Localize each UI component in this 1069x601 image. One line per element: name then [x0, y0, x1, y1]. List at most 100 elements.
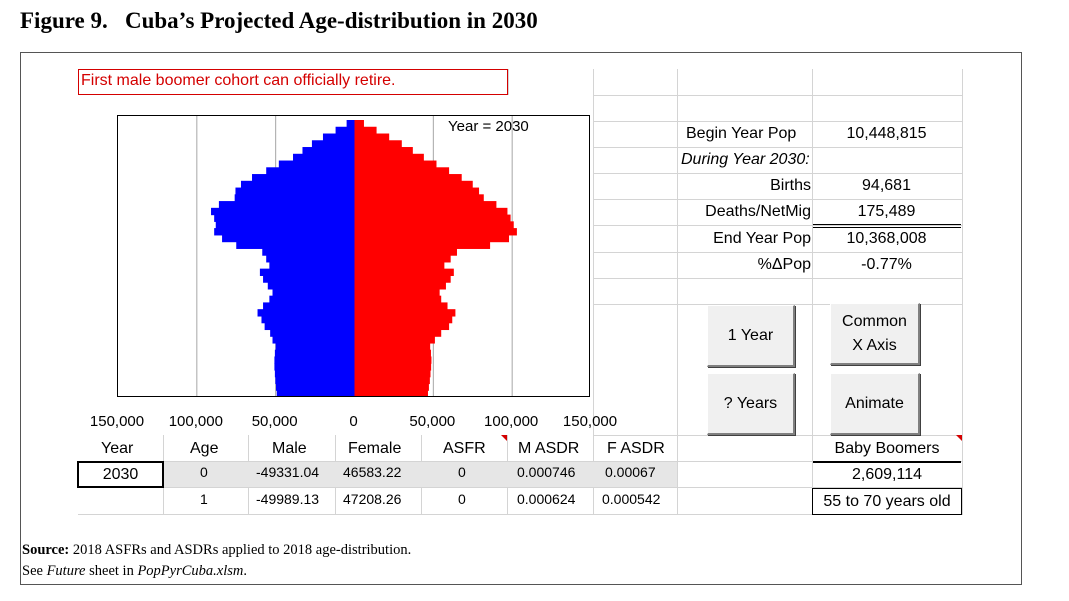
male-bar	[269, 295, 355, 304]
year-input-cell[interactable]	[77, 461, 164, 488]
female-bar	[354, 302, 448, 310]
female-bar	[354, 126, 377, 135]
gridline	[593, 225, 962, 226]
figure-number: Figure 9.	[20, 8, 108, 33]
header-year: Year	[101, 440, 134, 457]
header-m-asdr: M ASDR	[518, 440, 580, 457]
x-tick-label: 100,000	[168, 413, 223, 430]
n-years-button[interactable]: ? Years	[707, 373, 795, 435]
x-tick-label: 150,000	[562, 413, 618, 430]
gridline	[593, 278, 962, 279]
male-bar	[272, 336, 355, 344]
male-bar	[211, 207, 355, 216]
male-bar	[272, 288, 355, 297]
female-bar	[354, 288, 440, 297]
year-input-value: 2030	[102, 466, 139, 483]
source-line-2: See Future sheet in PopPyrCuba.xlsm.	[22, 561, 411, 582]
female-bar	[354, 376, 430, 385]
common-x-axis-button[interactable]: Common X Axis	[830, 303, 920, 365]
gridline	[962, 69, 963, 515]
female-bar	[354, 295, 442, 304]
gridline	[593, 69, 594, 515]
annotation-note: First male boomer cohort can officially …	[81, 72, 396, 89]
male-bar	[275, 383, 355, 391]
female-bar	[354, 255, 451, 263]
male-bar	[257, 309, 355, 317]
female-bar	[354, 120, 364, 128]
female-bar	[354, 153, 424, 162]
male-bar	[234, 194, 355, 202]
x-tick-label: 0	[349, 413, 358, 430]
male-bar	[322, 133, 355, 141]
row0-male: -49331.04	[256, 464, 320, 480]
male-bar	[274, 369, 355, 378]
common-x-axis-label-2: X Axis	[852, 336, 897, 354]
chart-year-label: Year = 2030	[448, 118, 529, 135]
male-bar	[262, 248, 355, 256]
male-bar	[235, 187, 355, 195]
row1-asfr: 0	[458, 491, 466, 507]
male-bar	[263, 302, 355, 310]
female-bar	[354, 342, 431, 351]
figure-caption: Cuba’s Projected Age-distribution in 203…	[124, 8, 538, 33]
row1-age: 1	[200, 491, 208, 507]
deaths-value: 175,489	[857, 203, 916, 220]
female-bar	[354, 356, 432, 364]
sum-underline-2	[813, 227, 961, 228]
boomers-top-border	[813, 461, 961, 463]
female-bar	[354, 390, 428, 396]
gridline	[78, 514, 962, 515]
female-bar	[354, 336, 435, 344]
female-bar	[354, 174, 462, 182]
pct-pop-label: %ΔPop	[757, 256, 811, 273]
female-bar	[354, 369, 431, 378]
row1-m-asdr: 0.000624	[517, 491, 576, 507]
row1-male: -49989.13	[256, 491, 320, 507]
female-bar	[354, 275, 451, 283]
row0-female: 46583.22	[343, 464, 402, 480]
female-bar	[354, 133, 390, 141]
male-bar	[302, 147, 355, 155]
deaths-label: Deaths/NetMig	[705, 203, 811, 220]
sum-underline	[813, 224, 961, 225]
female-bar	[354, 248, 457, 256]
female-bar	[354, 315, 453, 324]
male-bar	[274, 356, 355, 364]
female-bar	[354, 221, 514, 229]
female-bar	[354, 234, 510, 243]
one-year-button[interactable]: 1 Year	[707, 305, 795, 367]
boomers-comment-indicator	[956, 435, 962, 441]
gridline	[593, 252, 962, 253]
female-bar	[354, 329, 442, 337]
gridline	[593, 95, 962, 96]
header-f-asdr: F ASDR	[607, 440, 665, 457]
source-file: PopPyrCuba.xlsm	[137, 563, 244, 579]
animate-button[interactable]: Animate	[830, 373, 920, 435]
male-bar	[346, 120, 355, 128]
female-bar	[354, 167, 450, 175]
male-bar	[240, 180, 355, 189]
male-bar	[218, 201, 355, 209]
male-bar	[214, 228, 355, 236]
female-bar	[354, 309, 456, 317]
male-bar	[236, 241, 355, 249]
female-bar	[354, 194, 484, 202]
figure-title: Figure 9. Cuba’s Projected Age-distribut…	[20, 8, 538, 34]
gridline	[78, 487, 962, 488]
male-bar	[261, 315, 355, 324]
row0-f-asdr: 0.00067	[605, 464, 656, 480]
female-bar	[354, 261, 445, 270]
female-bar	[354, 160, 437, 168]
figure-frame	[20, 52, 1022, 585]
boomers-value: 2,609,114	[852, 466, 922, 483]
gridline	[593, 147, 962, 148]
pyramid-chart	[117, 115, 590, 397]
male-bar	[263, 275, 355, 283]
female-bar	[354, 140, 402, 148]
male-bar	[311, 140, 355, 148]
row0-asfr: 0	[458, 464, 466, 480]
boomers-label: Baby Boomers	[834, 440, 940, 457]
source-see: See	[22, 563, 47, 579]
pyramid-svg	[196, 116, 517, 396]
gridline	[78, 461, 962, 462]
